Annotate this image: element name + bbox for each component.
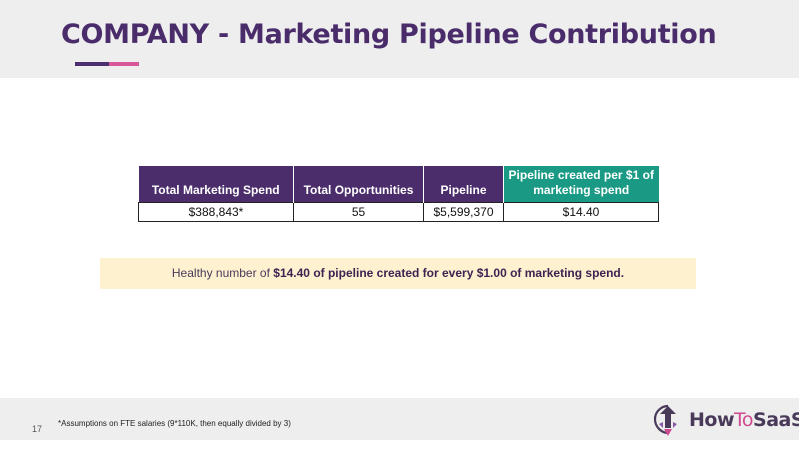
- cell-total-opportunities: 55: [293, 202, 424, 222]
- title-accent-pink: [109, 62, 139, 66]
- header-pipeline: Pipeline: [423, 166, 504, 203]
- header-pipeline-per-dollar: Pipeline created per $1 of marketing spe…: [503, 166, 659, 203]
- header-total-opportunities: Total Opportunities: [293, 166, 424, 203]
- footnote: *Assumptions on FTE salaries (9*110K, th…: [58, 419, 291, 428]
- table-header-row: Total Marketing Spend Total Opportunitie…: [138, 166, 659, 203]
- header-total-marketing-spend: Total Marketing Spend: [138, 166, 294, 203]
- title-accent-purple: [75, 62, 109, 66]
- cell-pipeline: $5,599,370: [423, 202, 504, 222]
- logo-text: HowToSaaS: [689, 409, 799, 431]
- insight-callout: Healthy number of $14.40 of pipeline cre…: [100, 258, 696, 289]
- table-row: $388,843* 55 $5,599,370 $14.40: [138, 202, 659, 222]
- cell-total-marketing-spend: $388,843*: [138, 202, 294, 222]
- rocket-arrow-icon: [653, 404, 677, 436]
- cell-pipeline-per-dollar: $14.40: [503, 202, 659, 222]
- metrics-table: Total Marketing Spend Total Opportunitie…: [138, 166, 659, 222]
- howtosaas-logo: HowToSaaS: [650, 402, 799, 438]
- page-number: 17: [32, 424, 43, 434]
- page-title: COMPANY - Marketing Pipeline Contributio…: [61, 19, 717, 50]
- callout-prefix: Healthy number of: [171, 266, 274, 280]
- callout-emphasis: $14.40 of pipeline created for every $1.…: [273, 266, 625, 280]
